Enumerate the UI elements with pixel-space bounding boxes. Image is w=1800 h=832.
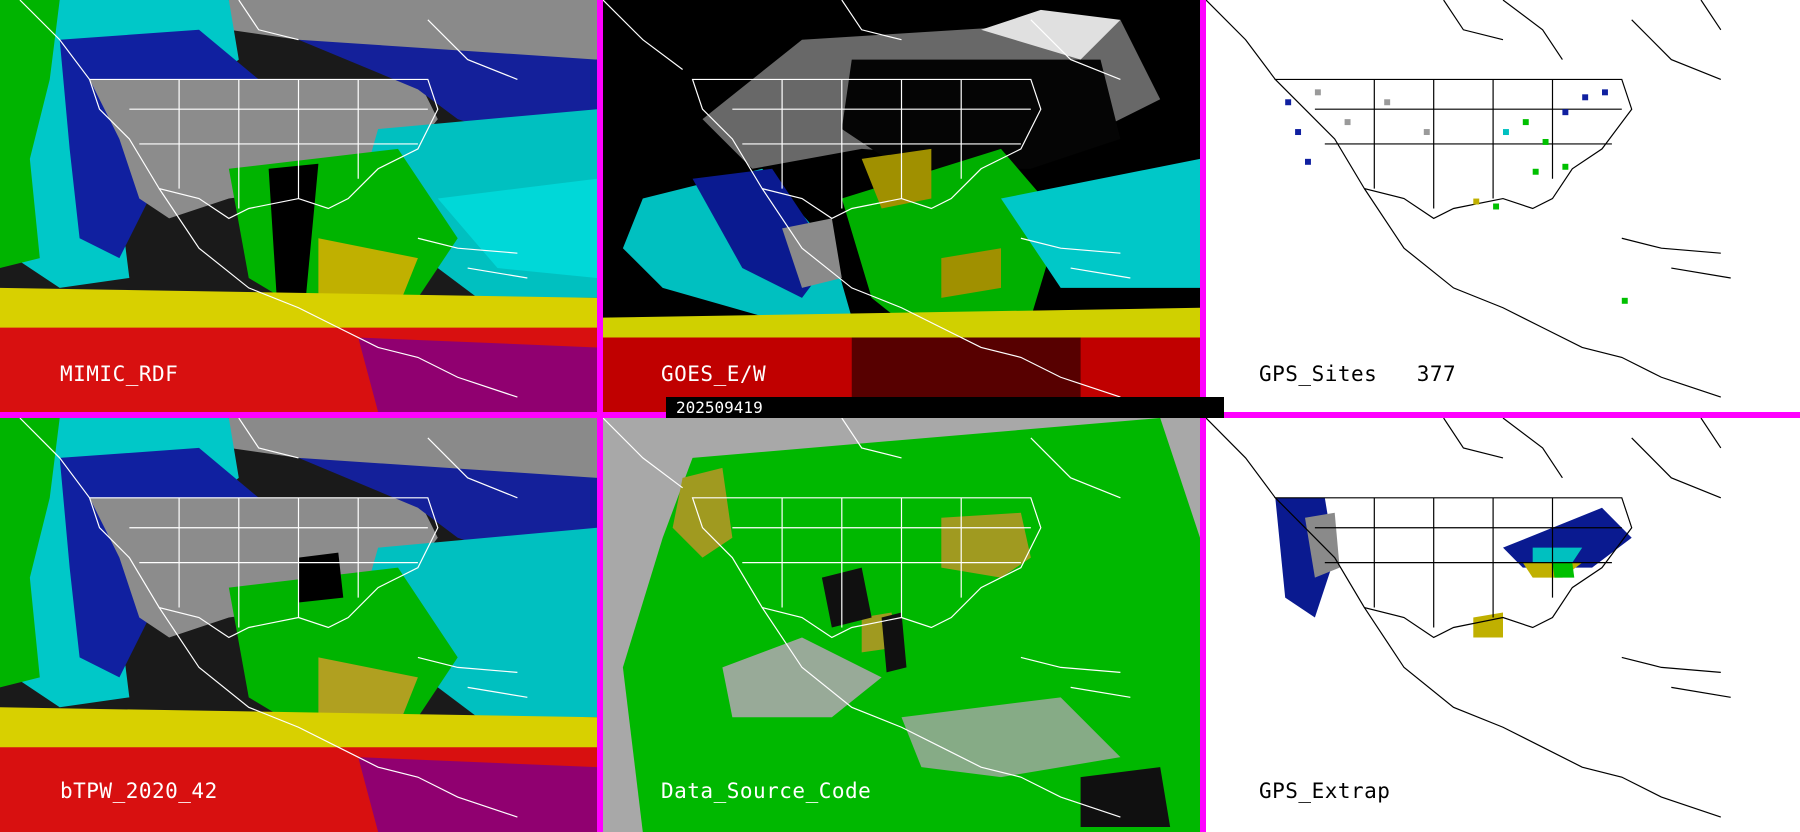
mimic-rdf-label: MIMIC_RDF <box>60 362 179 386</box>
data-source-panel: Data_Source_Code <box>603 418 1200 832</box>
btpw-label: bTPW_2020_42 <box>60 779 218 803</box>
btpw-map <box>0 418 597 832</box>
gps-extrap-panel: GPS_Extrap <box>1206 418 1800 832</box>
btpw-panel: bTPW_2020_42 <box>0 418 597 832</box>
goes-ew-label: GOES_E/W <box>661 362 767 386</box>
gps-site-markers <box>1285 89 1628 304</box>
gps-sites-panel: GPS_Sites 377 <box>1206 0 1800 412</box>
goes-ew-map <box>603 0 1200 412</box>
goes-ew-panel: GOES_E/W <box>603 0 1200 412</box>
data-source-label: Data_Source_Code <box>661 779 872 803</box>
mimic-rdf-map <box>0 0 597 412</box>
gps-extrap-label: GPS_Extrap <box>1259 779 1391 803</box>
gps-sites-map <box>1206 0 1800 412</box>
data-source-map <box>603 418 1200 832</box>
timestamp-bar: 202509419 <box>666 397 1224 418</box>
gps-sites-label: GPS_Sites 377 <box>1259 362 1456 386</box>
gps-sites-title: GPS_Sites <box>1259 362 1378 386</box>
gps-extrap-map <box>1206 418 1800 832</box>
mimic-rdf-panel: MIMIC_RDF <box>0 0 597 412</box>
gps-sites-count: 377 <box>1416 362 1457 386</box>
